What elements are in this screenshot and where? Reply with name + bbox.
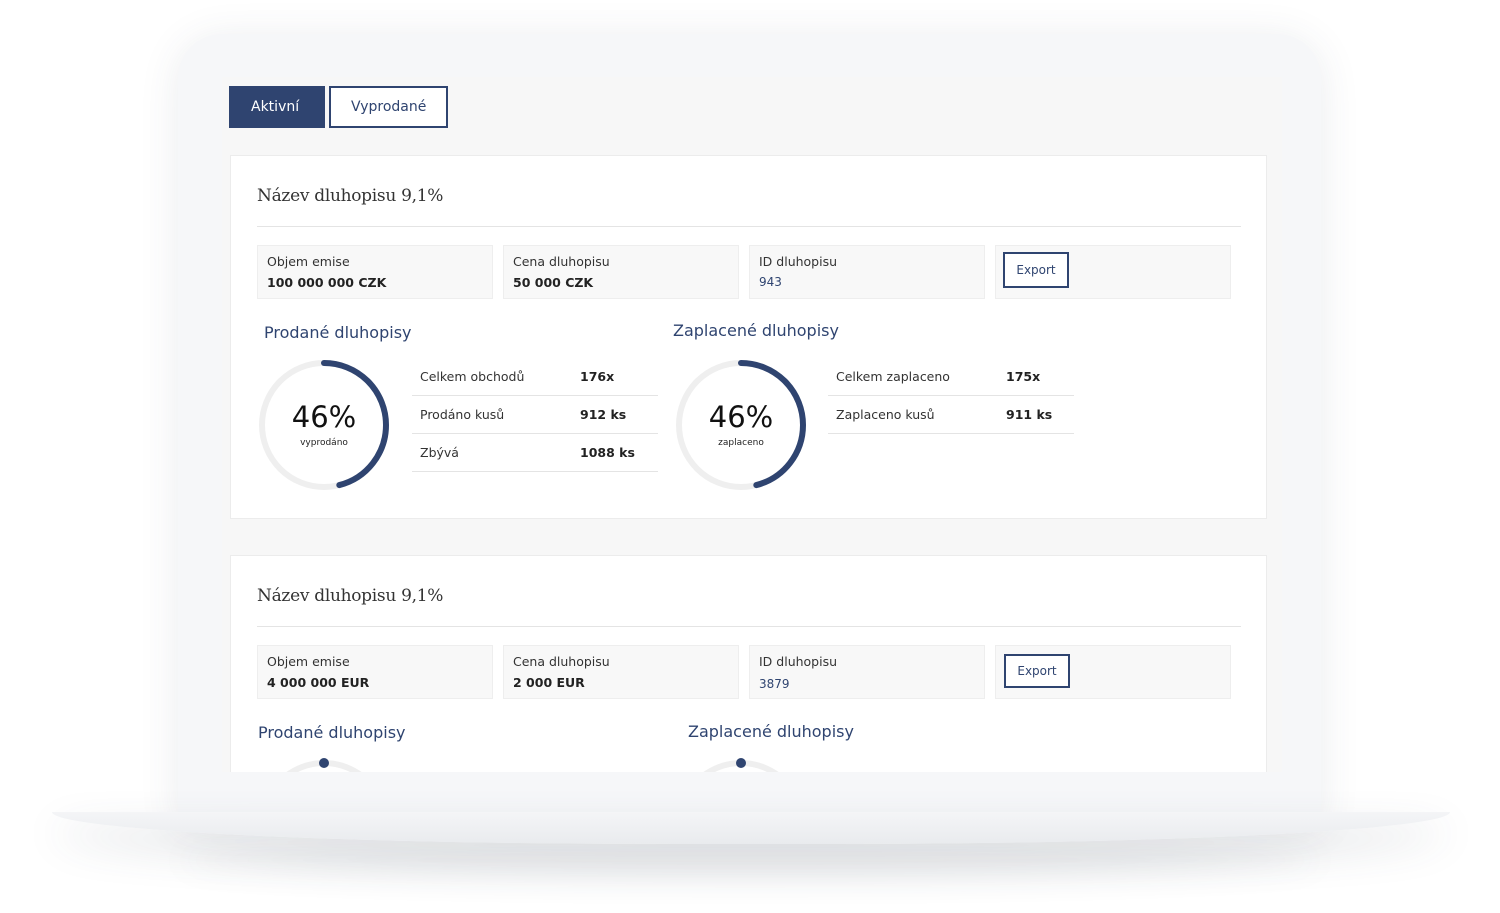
paid-stats: Celkem zaplaceno 175x Zaplaceno kusů 911…: [828, 358, 1074, 434]
paid-section-title: Zaplacené dluhopisy: [673, 321, 839, 340]
stat-label: Celkem zaplaceno: [836, 369, 950, 384]
app-screen: Aktivní Vyprodané Název dluhopisu 9,1% O…: [222, 77, 1282, 772]
bond-id-box: ID dluhopisu 943: [749, 245, 985, 299]
export-button[interactable]: Export: [1004, 654, 1070, 688]
paid-donut: 46% zaplaceno: [674, 358, 808, 492]
info-value: 2 000 EUR: [513, 675, 585, 690]
info-label: ID dluhopisu: [759, 254, 838, 269]
export-button[interactable]: Export: [1003, 252, 1069, 288]
stat-row: Celkem obchodů 176x: [412, 358, 658, 396]
issue-volume-box: Objem emise 100 000 000 CZK: [257, 245, 493, 299]
tab-vyprodane[interactable]: Vyprodané: [329, 86, 449, 128]
sold-sublabel: vyprodáno: [300, 438, 348, 448]
paid-section-title: Zaplacené dluhopisy: [688, 722, 854, 741]
sold-donut: [257, 758, 391, 772]
paid-donut: [674, 758, 808, 772]
laptop-shadow: [180, 840, 1320, 880]
bond-price-box: Cena dluhopisu 50 000 CZK: [503, 245, 739, 299]
stat-label: Zaplaceno kusů: [836, 407, 935, 422]
sold-percent: 46%: [291, 400, 357, 434]
export-box: Export: [995, 245, 1231, 299]
bond-title: Název dluhopisu 9,1%: [257, 186, 444, 206]
bond-price-box: Cena dluhopisu 2 000 EUR: [503, 645, 739, 699]
info-label: ID dluhopisu: [759, 654, 838, 669]
tab-aktivni[interactable]: Aktivní: [229, 86, 325, 128]
sold-donut: 46% vyprodáno: [257, 358, 391, 492]
stat-value: 175x: [1006, 369, 1041, 384]
info-value: 50 000 CZK: [513, 275, 594, 290]
bond-card: Název dluhopisu 9,1% Objem emise 4 000 0…: [230, 555, 1267, 772]
stat-row: Zaplaceno kusů 911 ks: [828, 396, 1074, 434]
info-value: 4 000 000 EUR: [267, 675, 370, 690]
stat-label: Celkem obchodů: [420, 369, 525, 384]
divider: [257, 226, 1241, 227]
info-value: 100 000 000 CZK: [267, 275, 387, 290]
info-label: Cena dluhopisu: [513, 654, 610, 669]
paid-sublabel: zaplaceno: [718, 438, 764, 448]
tab-bar: Aktivní Vyprodané: [229, 86, 449, 128]
bond-id-link[interactable]: 943: [759, 275, 782, 289]
stat-value: 176x: [580, 369, 615, 384]
stat-row: Celkem zaplaceno 175x: [828, 358, 1074, 396]
stat-label: Prodáno kusů: [420, 407, 505, 422]
bond-id-link[interactable]: 3879: [759, 677, 790, 691]
bond-info-row: Objem emise 100 000 000 CZK Cena dluhopi…: [257, 245, 1231, 299]
info-label: Objem emise: [267, 254, 350, 269]
stat-label: Zbývá: [420, 445, 459, 460]
stat-value: 1088 ks: [580, 445, 635, 460]
issue-volume-box: Objem emise 4 000 000 EUR: [257, 645, 493, 699]
bond-info-row: Objem emise 4 000 000 EUR Cena dluhopisu…: [257, 645, 1231, 699]
bond-id-box: ID dluhopisu 3879: [749, 645, 985, 699]
info-label: Objem emise: [267, 654, 350, 669]
sold-section-title: Prodané dluhopisy: [264, 323, 412, 342]
export-box: Export: [995, 645, 1231, 699]
laptop-base: [52, 812, 1450, 844]
stat-row: Prodáno kusů 912 ks: [412, 396, 658, 434]
stat-value: 911 ks: [1006, 407, 1053, 422]
info-label: Cena dluhopisu: [513, 254, 610, 269]
sold-stats: Celkem obchodů 176x Prodáno kusů 912 ks …: [412, 358, 658, 472]
stat-value: 912 ks: [580, 407, 627, 422]
bond-card: Název dluhopisu 9,1% Objem emise 100 000…: [230, 155, 1267, 519]
sold-section-title: Prodané dluhopisy: [258, 723, 406, 742]
bond-title: Název dluhopisu 9,1%: [257, 586, 444, 606]
stat-row: Zbývá 1088 ks: [412, 434, 658, 472]
paid-percent: 46%: [708, 400, 774, 434]
divider: [257, 626, 1241, 627]
